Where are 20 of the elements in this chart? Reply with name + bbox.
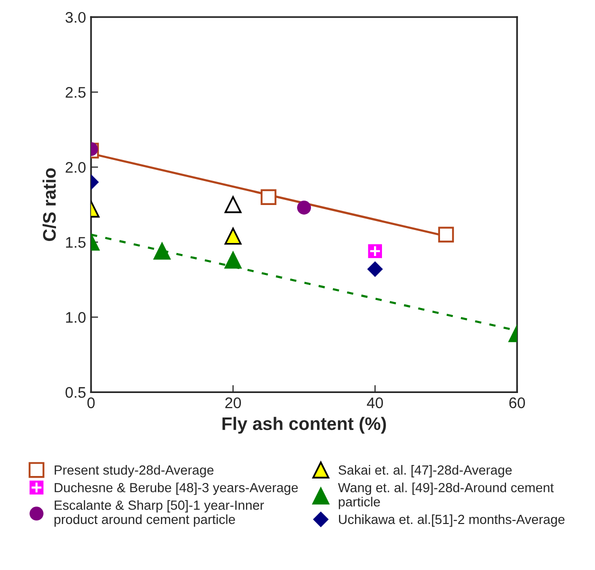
x-tick-label: 40 <box>366 397 383 408</box>
legend-label: Uchikawa et. al.[51]-2 months-Average <box>338 514 565 527</box>
legend-label: Sakai et. al. [47]-28d-Average <box>338 465 512 478</box>
y-tick-label: 1.0 <box>66 312 86 323</box>
y-tick-label: 2.5 <box>66 86 86 98</box>
x-tick-label: 0 <box>87 397 95 408</box>
x-tick-label: 20 <box>225 397 241 408</box>
y-axis-title: C/S ratio <box>42 168 56 242</box>
legend-label: Present study-28d-Average <box>54 465 214 478</box>
y-tick-label: 0.5 <box>66 387 86 398</box>
legend-label: Escalante & Sharp [50]-1 year-Inner product around cement particle <box>54 500 264 527</box>
x-axis-title: Fly ash content (%) <box>222 416 386 434</box>
point <box>260 189 276 205</box>
y-tick-label: 3.0 <box>66 12 86 23</box>
y-tick-label: 1.5 <box>66 237 86 248</box>
x-tick-label: 60 <box>509 397 525 408</box>
point <box>224 196 242 214</box>
legend-label: Wang et. al. [49]-28d-Around cement particle <box>338 482 554 510</box>
y-tick-label: 2.0 <box>66 162 86 173</box>
legend-label: Duchesne & Berube [48]-3 years-Average <box>54 482 298 495</box>
